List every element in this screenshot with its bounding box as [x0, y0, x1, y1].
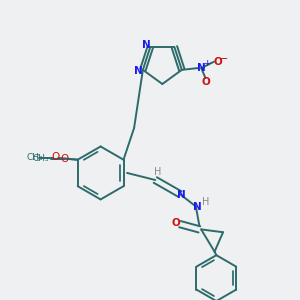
Text: O: O	[171, 218, 180, 228]
Text: O: O	[201, 77, 210, 87]
Text: H: H	[154, 167, 162, 177]
Text: N: N	[197, 63, 206, 73]
Text: N: N	[177, 190, 186, 200]
Text: −: −	[219, 54, 228, 64]
Text: CH₃: CH₃	[32, 154, 49, 163]
Text: +: +	[203, 59, 211, 68]
Text: O: O	[214, 57, 223, 67]
Text: H: H	[202, 197, 209, 207]
Text: N: N	[134, 66, 143, 76]
Text: N: N	[142, 40, 151, 50]
Text: O: O	[52, 152, 60, 162]
Text: O: O	[60, 154, 68, 164]
Text: CH₃: CH₃	[26, 153, 43, 162]
Text: N: N	[193, 202, 201, 212]
